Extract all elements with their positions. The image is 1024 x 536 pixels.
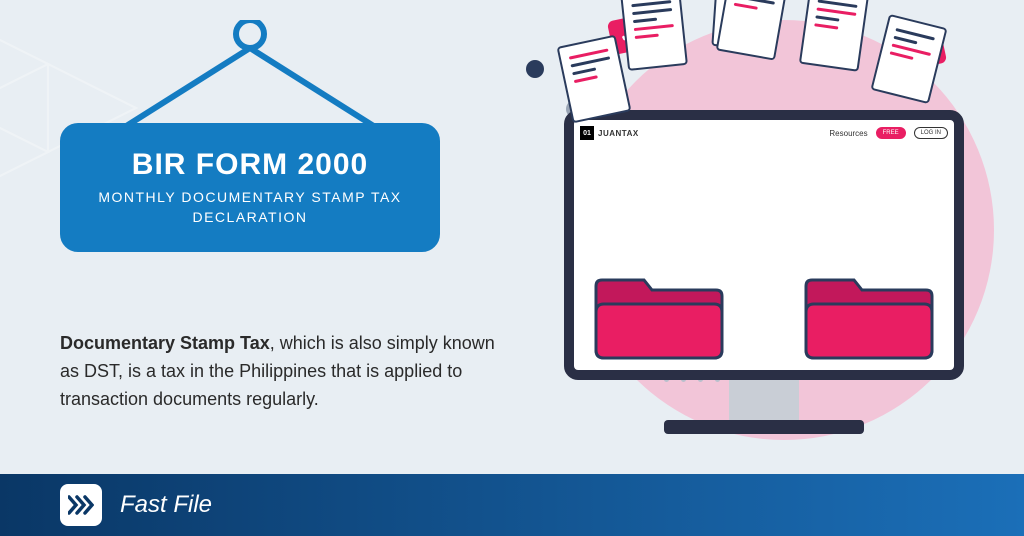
description-lead: Documentary Stamp Tax	[60, 333, 270, 353]
logo-square: 01	[580, 126, 594, 140]
monitor-stand-neck	[729, 380, 799, 420]
logo-text: JUANTAX	[598, 129, 639, 138]
monitor-stand-base	[664, 420, 864, 434]
folder-icon	[594, 260, 724, 360]
sign-title: BIR FORM 2000	[87, 148, 413, 182]
screen-topbar: 01 JUANTAX Resources FREE LOG IN	[580, 126, 948, 140]
footer-label: Fast File	[120, 491, 212, 519]
fast-file-icon	[60, 484, 102, 526]
nav-resources: Resources	[829, 129, 867, 138]
sign-panel: BIR FORM 2000 MONTHLY DOCUMENTARY STAMP …	[60, 123, 440, 252]
folder-icon	[804, 260, 934, 360]
description-text: Documentary Stamp Tax, which is also sim…	[60, 330, 500, 414]
footer-bar: Fast File	[0, 474, 1024, 536]
login-button: LOG IN	[914, 127, 948, 139]
hanger-rope-icon	[60, 20, 440, 140]
document-icon	[620, 0, 688, 71]
free-badge: FREE	[876, 127, 906, 139]
sign-subtitle: MONTHLY DOCUMENTARY STAMP TAX DECLARATIO…	[87, 188, 413, 227]
document-icon	[799, 0, 869, 72]
monitor-screen: 01 JUANTAX Resources FREE LOG IN	[564, 110, 964, 380]
decor-dot-navy	[526, 60, 544, 78]
monitor-illustration: 01 JUANTAX Resources FREE LOG IN	[564, 110, 964, 434]
hanging-sign: BIR FORM 2000 MONTHLY DOCUMENTARY STAMP …	[60, 20, 440, 274]
